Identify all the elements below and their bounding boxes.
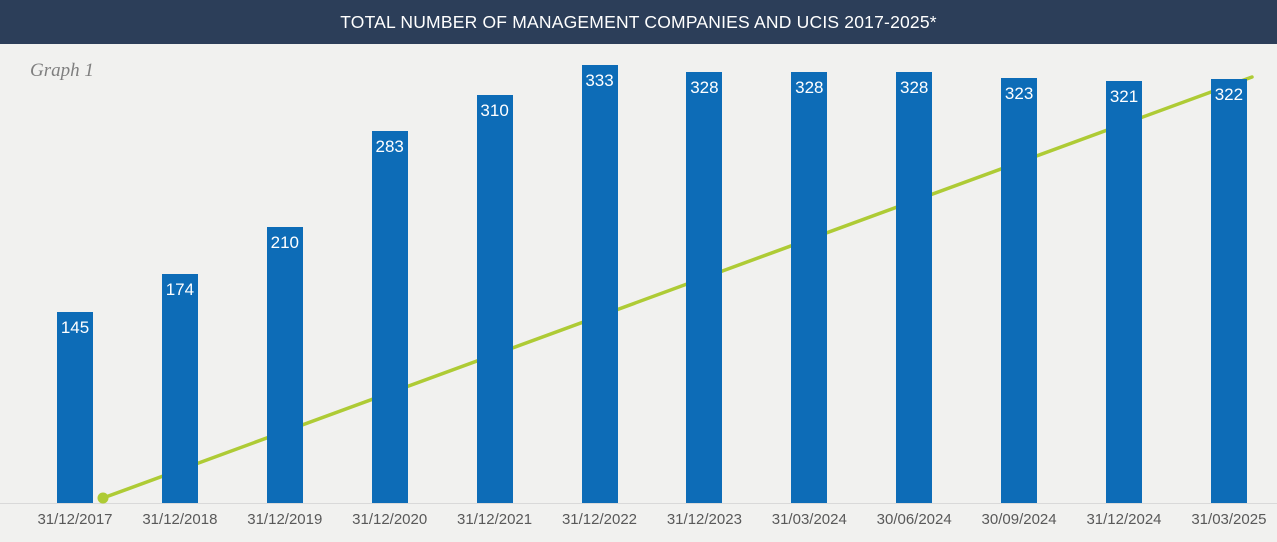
x-axis-label: 31/12/2022	[561, 511, 638, 528]
bar: 310	[476, 95, 513, 503]
trend-line-start-marker	[97, 492, 109, 504]
x-axis-label: 31/12/2019	[247, 511, 323, 528]
bar: 328	[791, 72, 828, 503]
x-axis-label: 30/06/2024	[876, 511, 952, 528]
bar-value-label: 174	[165, 280, 195, 299]
bar: 328	[686, 72, 723, 503]
chart-title: TOTAL NUMBER OF MANAGEMENT COMPANIES AND…	[340, 11, 937, 32]
x-axis-label: 31/12/2021	[457, 511, 533, 528]
bar: 322	[1210, 79, 1247, 503]
graph-number-label: Graph 1	[30, 60, 94, 81]
bar: 174	[161, 274, 198, 503]
x-axis-label: 31/12/2024	[1086, 511, 1162, 528]
x-axis-line	[0, 503, 1277, 504]
bar: 283	[371, 131, 408, 503]
bar-value-label: 145	[60, 318, 90, 337]
bar-value-label: 321	[1109, 87, 1139, 106]
bar-value-label: 310	[480, 101, 509, 120]
bar: 328	[896, 72, 933, 503]
x-axis-label: 31/12/2018	[142, 511, 218, 528]
x-axis-label: 31/03/2025	[1191, 511, 1267, 528]
chart-title-bar: TOTAL NUMBER OF MANAGEMENT COMPANIES AND…	[0, 0, 1277, 44]
bar: 210	[266, 227, 303, 503]
bar-value-label: 333	[585, 71, 614, 90]
bar-value-label: 328	[690, 78, 719, 97]
bar: 323	[1001, 78, 1038, 503]
bar: 145	[57, 312, 93, 503]
x-axis-label: 30/09/2024	[981, 511, 1057, 528]
bar-value-label: 328	[795, 78, 824, 97]
bar-value-label: 283	[375, 137, 404, 156]
bar-value-label: 328	[900, 78, 929, 97]
bar: 321	[1106, 81, 1142, 503]
x-axis-label: 31/03/2024	[771, 511, 847, 528]
bar: 333	[581, 65, 618, 503]
bar-value-label: 323	[1004, 84, 1034, 103]
bar-value-label: 322	[1214, 85, 1244, 104]
x-axis-label: 31/12/2023	[666, 511, 742, 528]
bar-value-label: 210	[270, 233, 299, 252]
x-axis-label: 31/12/2020	[352, 511, 428, 528]
x-axis-label: 31/12/2017	[37, 511, 113, 528]
